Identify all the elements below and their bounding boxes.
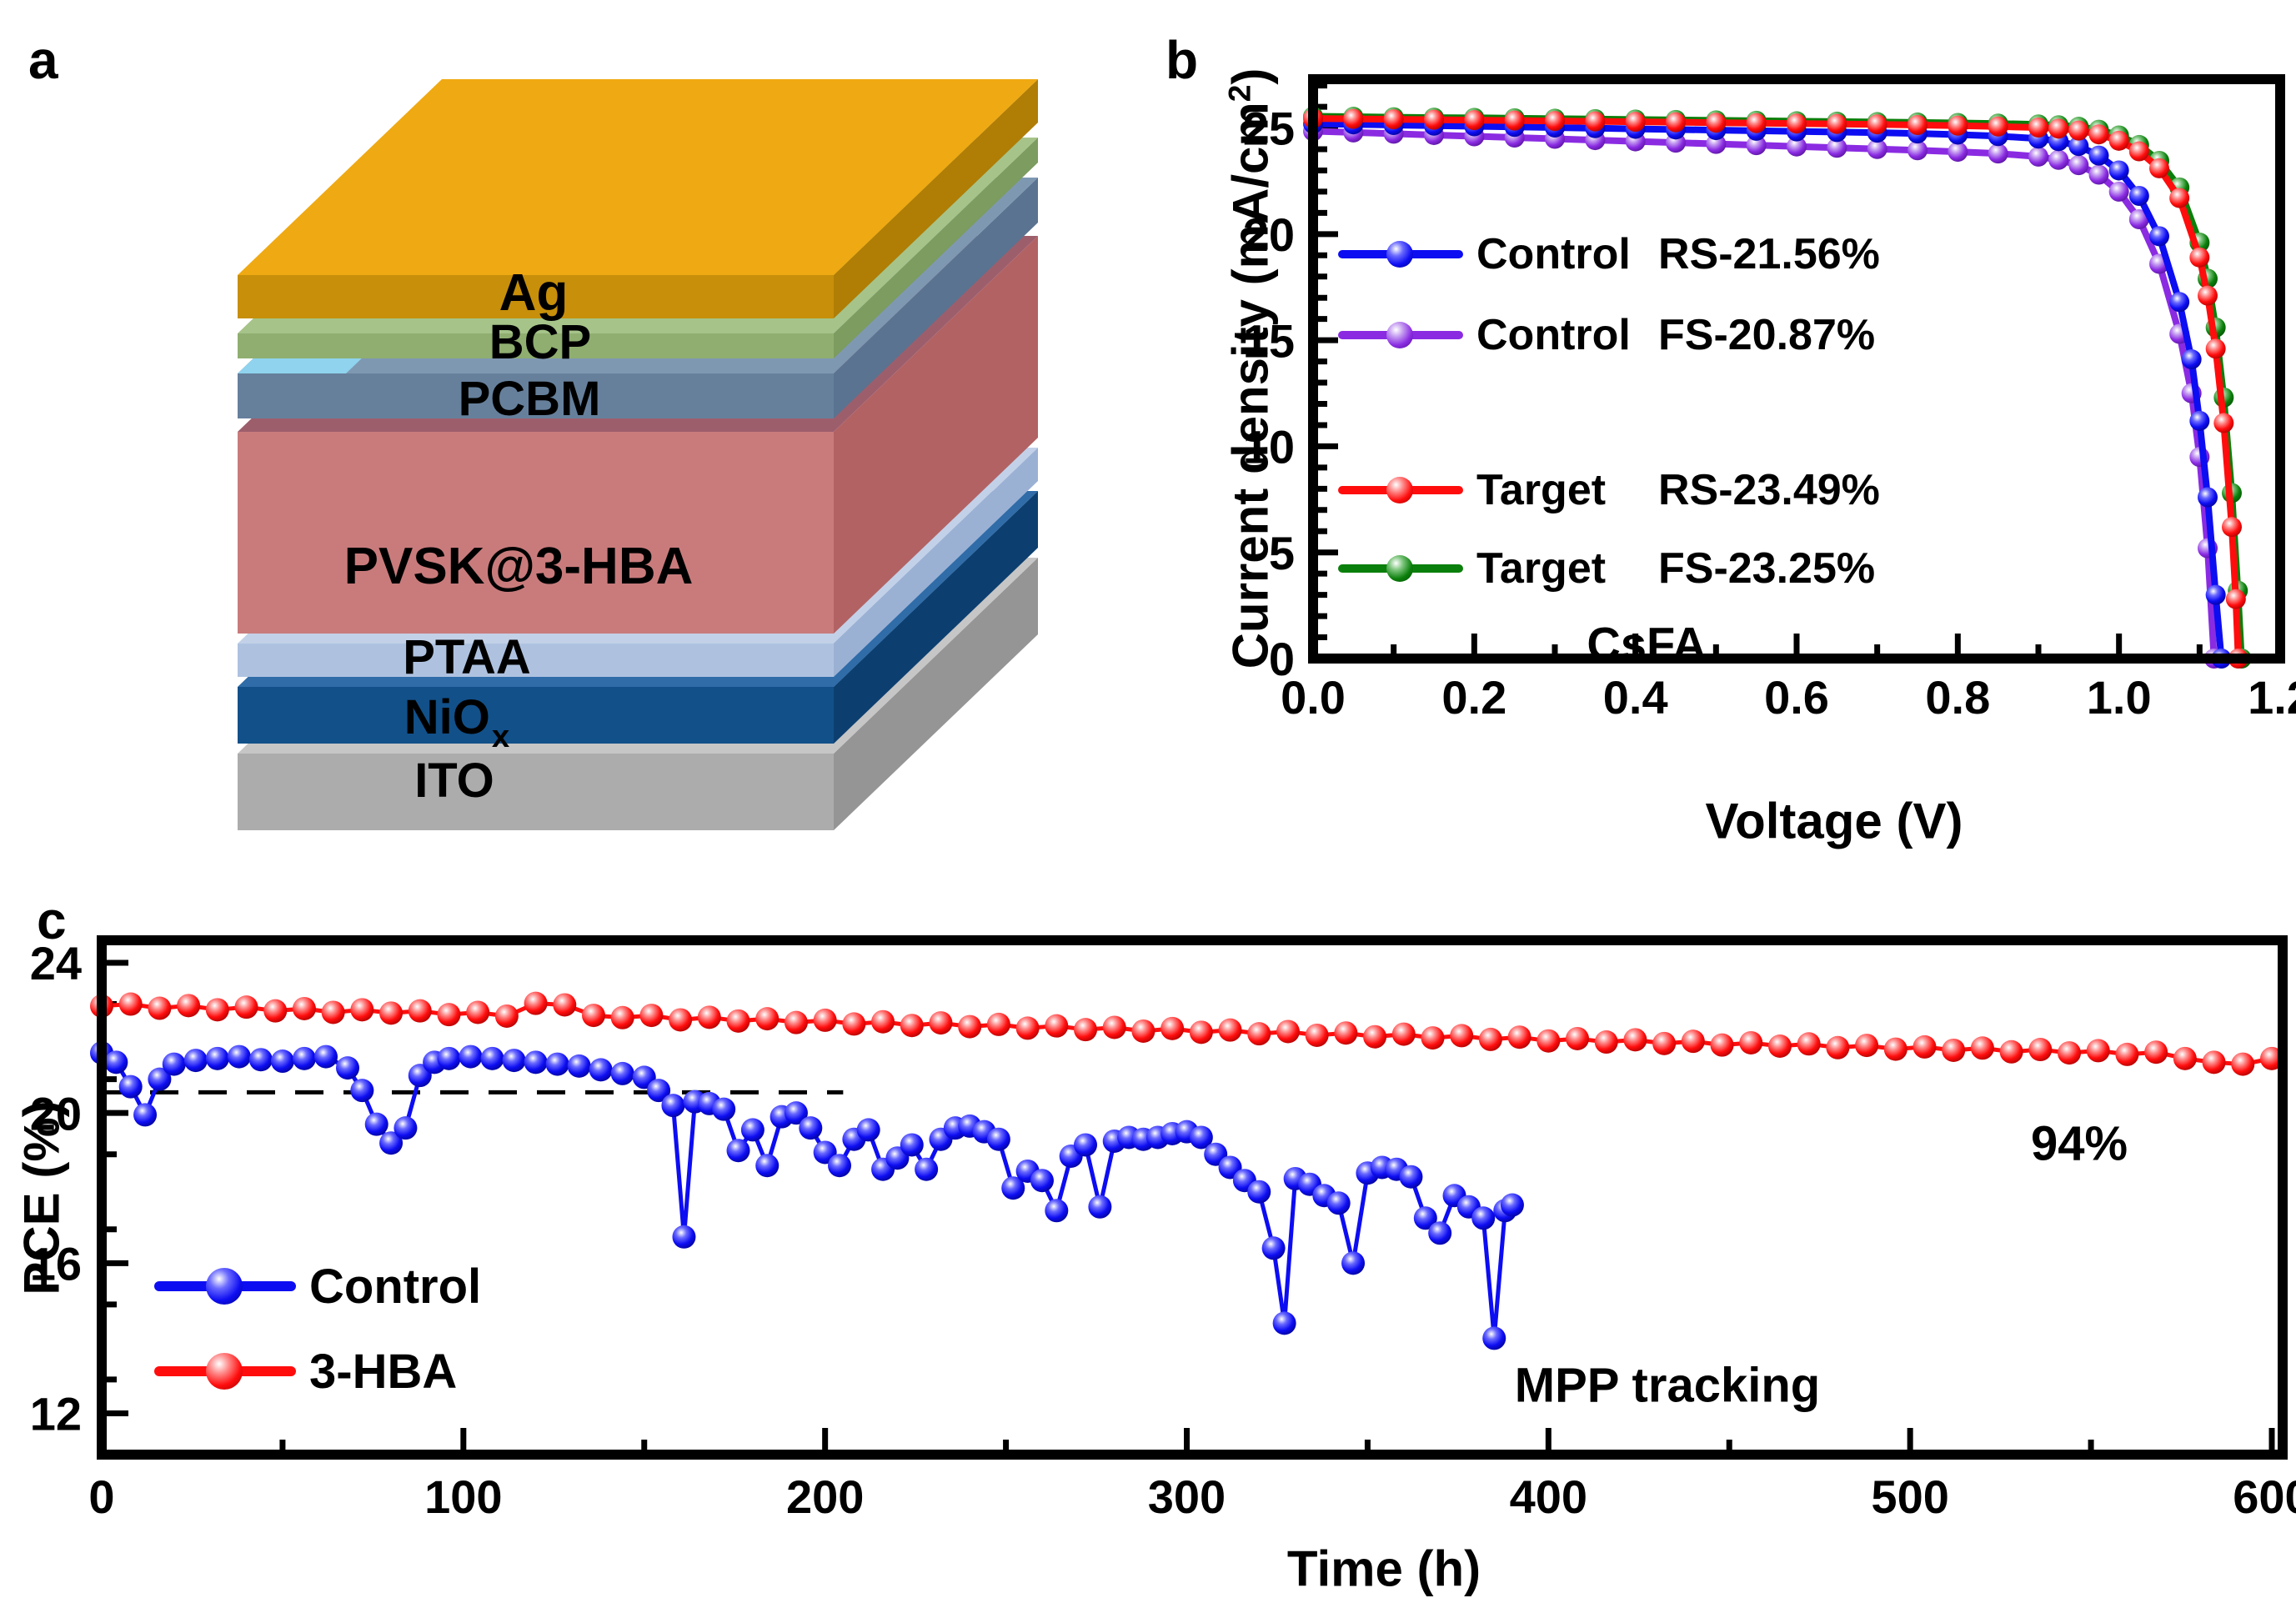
y-tick-label: 15: [1243, 314, 1295, 367]
y-tick-label: 10: [1243, 421, 1295, 473]
ylabel-close: ): [1222, 68, 1279, 85]
jv-plot-ticks: 0.0 0.2 0.4 0.6 0.8 1.0 1.2 0 5 10 15 20 25: [1243, 83, 2296, 724]
legend-ball-icon: [206, 1353, 243, 1390]
control-rs-marker: [1338, 240, 1463, 268]
panel-b-ylabel: Current density (mA/cm2): [1222, 68, 1280, 669]
legend-ball-icon: [206, 1268, 243, 1305]
x-tick-label: 0.2: [1441, 671, 1506, 724]
hba-marker: [154, 1353, 296, 1390]
y-tick-label: 12: [30, 1388, 82, 1440]
mpp-plot: 0 100 200 300 400 500 600 12 16 20 24: [30, 935, 2296, 1523]
legend-series-name: 3-HBA: [309, 1344, 458, 1399]
y-tick-label: 20: [1243, 208, 1295, 261]
panel-c-ylabel: PCE (%): [13, 1100, 70, 1295]
y-tick-label: 16: [30, 1237, 82, 1290]
layer-label-niox: NiOx: [404, 690, 509, 754]
x-tick-label: 100: [424, 1470, 502, 1523]
jv-plot-spines: [1308, 74, 2285, 664]
legend-item-control: Control: [154, 1251, 481, 1321]
layer-label-pvsk@3-hba: PVSK@3-HBA: [344, 538, 694, 595]
mpp-tracking-annotation: MPP tracking: [1514, 1358, 1821, 1413]
x-tick-label: 500: [1871, 1470, 1948, 1523]
series-control: [90, 1041, 1524, 1350]
legend-series-name: Target: [1476, 544, 1607, 593]
legend-series-value: FS-20.87%: [1658, 311, 1876, 359]
y-tick-label: 20: [30, 1087, 82, 1140]
x-tick-label: 200: [786, 1470, 864, 1523]
x-tick-label: 0.6: [1764, 671, 1829, 724]
layer-label-ito: ITO: [414, 754, 494, 808]
y-tick-label: 5: [1269, 527, 1295, 579]
jv-plot: 0.0 0.2 0.4 0.6 0.8 1.0 1.2 0 5 10 15 20 25: [1243, 74, 2296, 724]
control-fs-marker: [1338, 321, 1463, 349]
legend-item-3hba: 3-HBA: [154, 1336, 457, 1406]
y-tick-label: 24: [30, 937, 82, 989]
panel-b-label: b: [1166, 30, 1199, 90]
legend-series-value: RS-21.56%: [1658, 230, 1880, 278]
ylabel-text: Current density (mA/cm: [1222, 102, 1279, 669]
x-tick-label: 0.8: [1925, 671, 1990, 724]
target-fs-marker: [1338, 554, 1463, 583]
layer-label-pcbm: PCBM: [459, 372, 601, 426]
mpp-plot-ticks: 0 100 200 300 400 500 600 12 16 20 24: [30, 937, 2296, 1523]
legend-ball-icon: [1386, 555, 1413, 582]
panel-a-label: a: [28, 30, 58, 90]
y-tick-label: 25: [1243, 103, 1295, 155]
legend-series-value: RS-23.49%: [1658, 466, 1880, 514]
legend-item-target-rs: Target RS-23.49%: [1338, 460, 1880, 520]
x-tick-label: 1.0: [2087, 671, 2152, 724]
panel-c-label: c: [37, 890, 67, 950]
ylabel-superscript: 2: [1221, 84, 1257, 103]
panel-b-xlabel: Voltage (V): [1705, 793, 1963, 849]
retention-annotation: 94%: [2030, 1116, 2128, 1171]
mpp-plot-spines: [97, 935, 2288, 1460]
y-tick-label: 0: [1269, 633, 1295, 685]
control-marker: [154, 1268, 296, 1305]
x-tick-label: 300: [1148, 1470, 1226, 1523]
legend-ball-icon: [1386, 477, 1413, 503]
legend-ball-icon: [1386, 241, 1413, 268]
legend-series-name: Control: [309, 1259, 482, 1314]
layer-label-ag: Ag: [499, 264, 569, 322]
legend-series-name: Control: [1476, 311, 1631, 359]
x-tick-label: 1.2: [2248, 671, 2296, 724]
x-tick-label: 600: [2233, 1470, 2296, 1523]
x-tick-label: 400: [1510, 1470, 1587, 1523]
panel-c-xlabel: Time (h): [1286, 1540, 1481, 1597]
legend-series-value: FS-23.25%: [1658, 544, 1876, 593]
legend-item-control-fs: Control FS-20.87%: [1338, 305, 1875, 365]
layer-label-bcp: BCP: [489, 315, 591, 369]
legend-item-target-fs: Target FS-23.25%: [1338, 538, 1875, 599]
layer-label-ptaa: PTAA: [403, 630, 531, 684]
layer-ag: [238, 79, 1038, 318]
target-rs-marker: [1338, 476, 1463, 504]
legend-item-control-rs: Control RS-21.56%: [1338, 224, 1880, 284]
series-3-hba: [90, 991, 2283, 1076]
x-tick-label: 0.4: [1603, 671, 1668, 724]
csfa-annotation: CsFA: [1587, 617, 1707, 670]
x-tick-label: 0: [88, 1470, 114, 1523]
x-tick-label: 0.0: [1281, 671, 1346, 724]
legend-ball-icon: [1386, 322, 1413, 348]
legend-series-name: Control: [1476, 230, 1631, 278]
legend-series-name: Target: [1476, 466, 1607, 514]
